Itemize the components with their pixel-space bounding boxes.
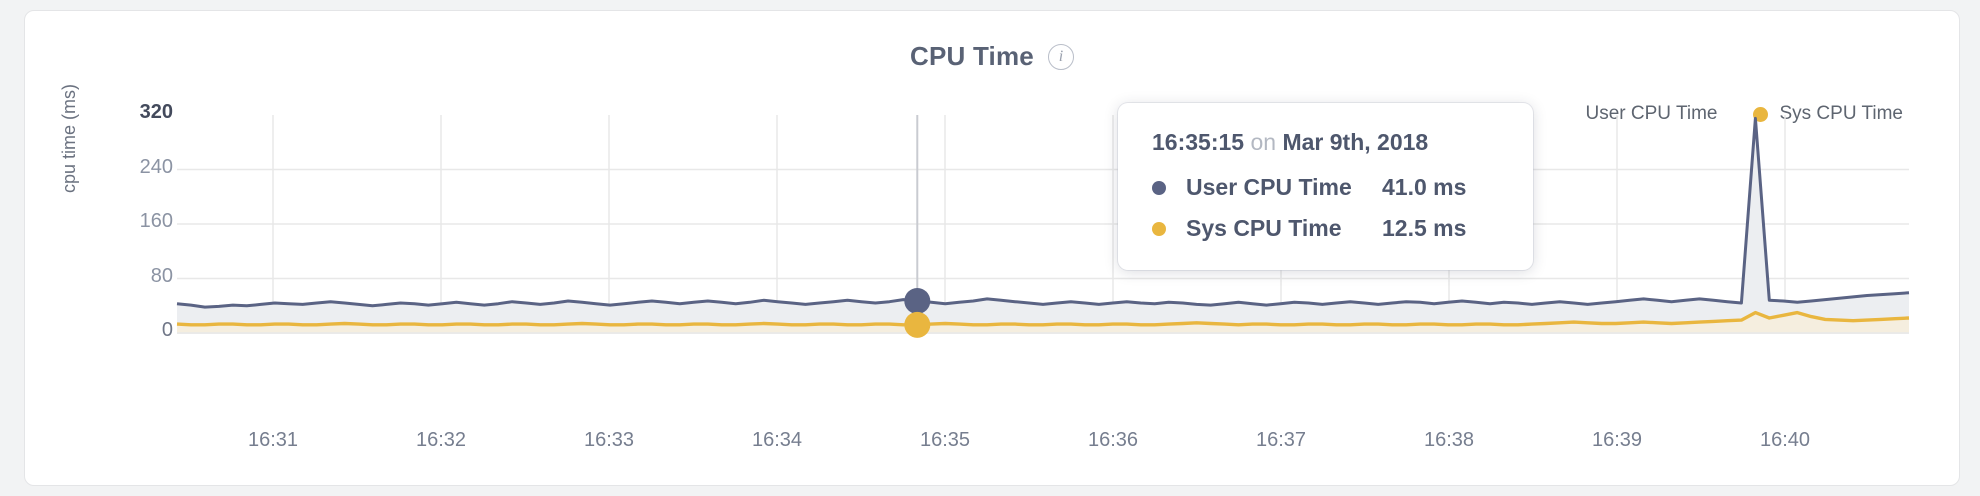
x-tick-16-39: 16:39 — [1591, 429, 1643, 451]
info-icon[interactable]: i — [1047, 43, 1074, 70]
x-tick-16-37: 16:37 — [1255, 429, 1307, 451]
tooltip-timestamp: 16:35:15 on Mar 9th, 2018 — [1152, 129, 1499, 156]
chart-tooltip: 16:35:15 on Mar 9th, 2018 User CPU Time … — [1118, 103, 1533, 270]
y-axis-ticks: 0 80 160 240 320 — [87, 11, 173, 485]
legend-label-sys-cpu-time: Sys CPU Time — [1779, 103, 1903, 124]
tooltip-dot-sys-cpu-time — [1152, 221, 1166, 236]
y-tick-160: 160 — [139, 210, 173, 232]
tooltip-date: Mar 9th, 2018 — [1282, 129, 1429, 155]
tooltip-label-sys-cpu-time: Sys CPU Time — [1186, 215, 1342, 241]
page-title: CPU Time — [910, 41, 1034, 71]
chart-legend: User CPU Time Sys CPU Time — [1560, 103, 1904, 125]
tooltip-label-user-cpu-time: User CPU Time — [1186, 174, 1352, 200]
x-tick-16-36: 16:36 — [1087, 429, 1139, 451]
tooltip-separator: on — [1250, 129, 1277, 155]
x-tick-16-35: 16:35 — [919, 429, 971, 451]
x-tick-16-32: 16:32 — [415, 429, 467, 451]
hover-marker-sys-cpu-time — [904, 311, 931, 338]
chart-card: CPU Time i User CPU Time Sys CPU Time cp… — [24, 10, 1960, 486]
y-tick-240: 240 — [139, 155, 173, 178]
tooltip-row-user-cpu-time: User CPU Time 41.0 ms — [1152, 174, 1499, 201]
x-tick-16-31: 16:31 — [247, 429, 299, 451]
chart-plot-area[interactable]: cpu time (ms) 0 80 160 240 320 16:31 16:32 16:… — [25, 11, 1959, 485]
chart-svg — [176, 115, 1910, 338]
tooltip-value-sys-cpu-time: 12.5 ms — [1382, 215, 1467, 241]
legend-label-user-cpu-time: User CPU Time — [1585, 103, 1718, 124]
tooltip-value-user-cpu-time: 41.0 ms — [1382, 174, 1467, 200]
x-tick-16-38: 16:38 — [1423, 429, 1475, 451]
legend-dot-sys-cpu-time — [1753, 106, 1769, 122]
x-tick-16-34: 16:34 — [751, 429, 803, 451]
chart-header: CPU Time i — [25, 41, 1959, 72]
tooltip-row-sys-cpu-time: Sys CPU Time 12.5 ms — [1152, 215, 1499, 242]
legend-item-sys-cpu-time[interactable]: Sys CPU Time — [1753, 103, 1903, 125]
x-tick-16-40: 16:40 — [1759, 429, 1811, 451]
hover-marker-user-cpu-time — [904, 287, 931, 314]
y-tick-320: 320 — [139, 101, 173, 123]
y-tick-80: 80 — [150, 264, 173, 287]
x-tick-16-33: 16:33 — [583, 429, 635, 451]
y-tick-0: 0 — [161, 319, 173, 341]
tooltip-dot-user-cpu-time — [1152, 180, 1166, 195]
tooltip-time: 16:35:15 — [1152, 129, 1245, 155]
legend-item-user-cpu-time[interactable]: User CPU Time — [1560, 103, 1718, 125]
